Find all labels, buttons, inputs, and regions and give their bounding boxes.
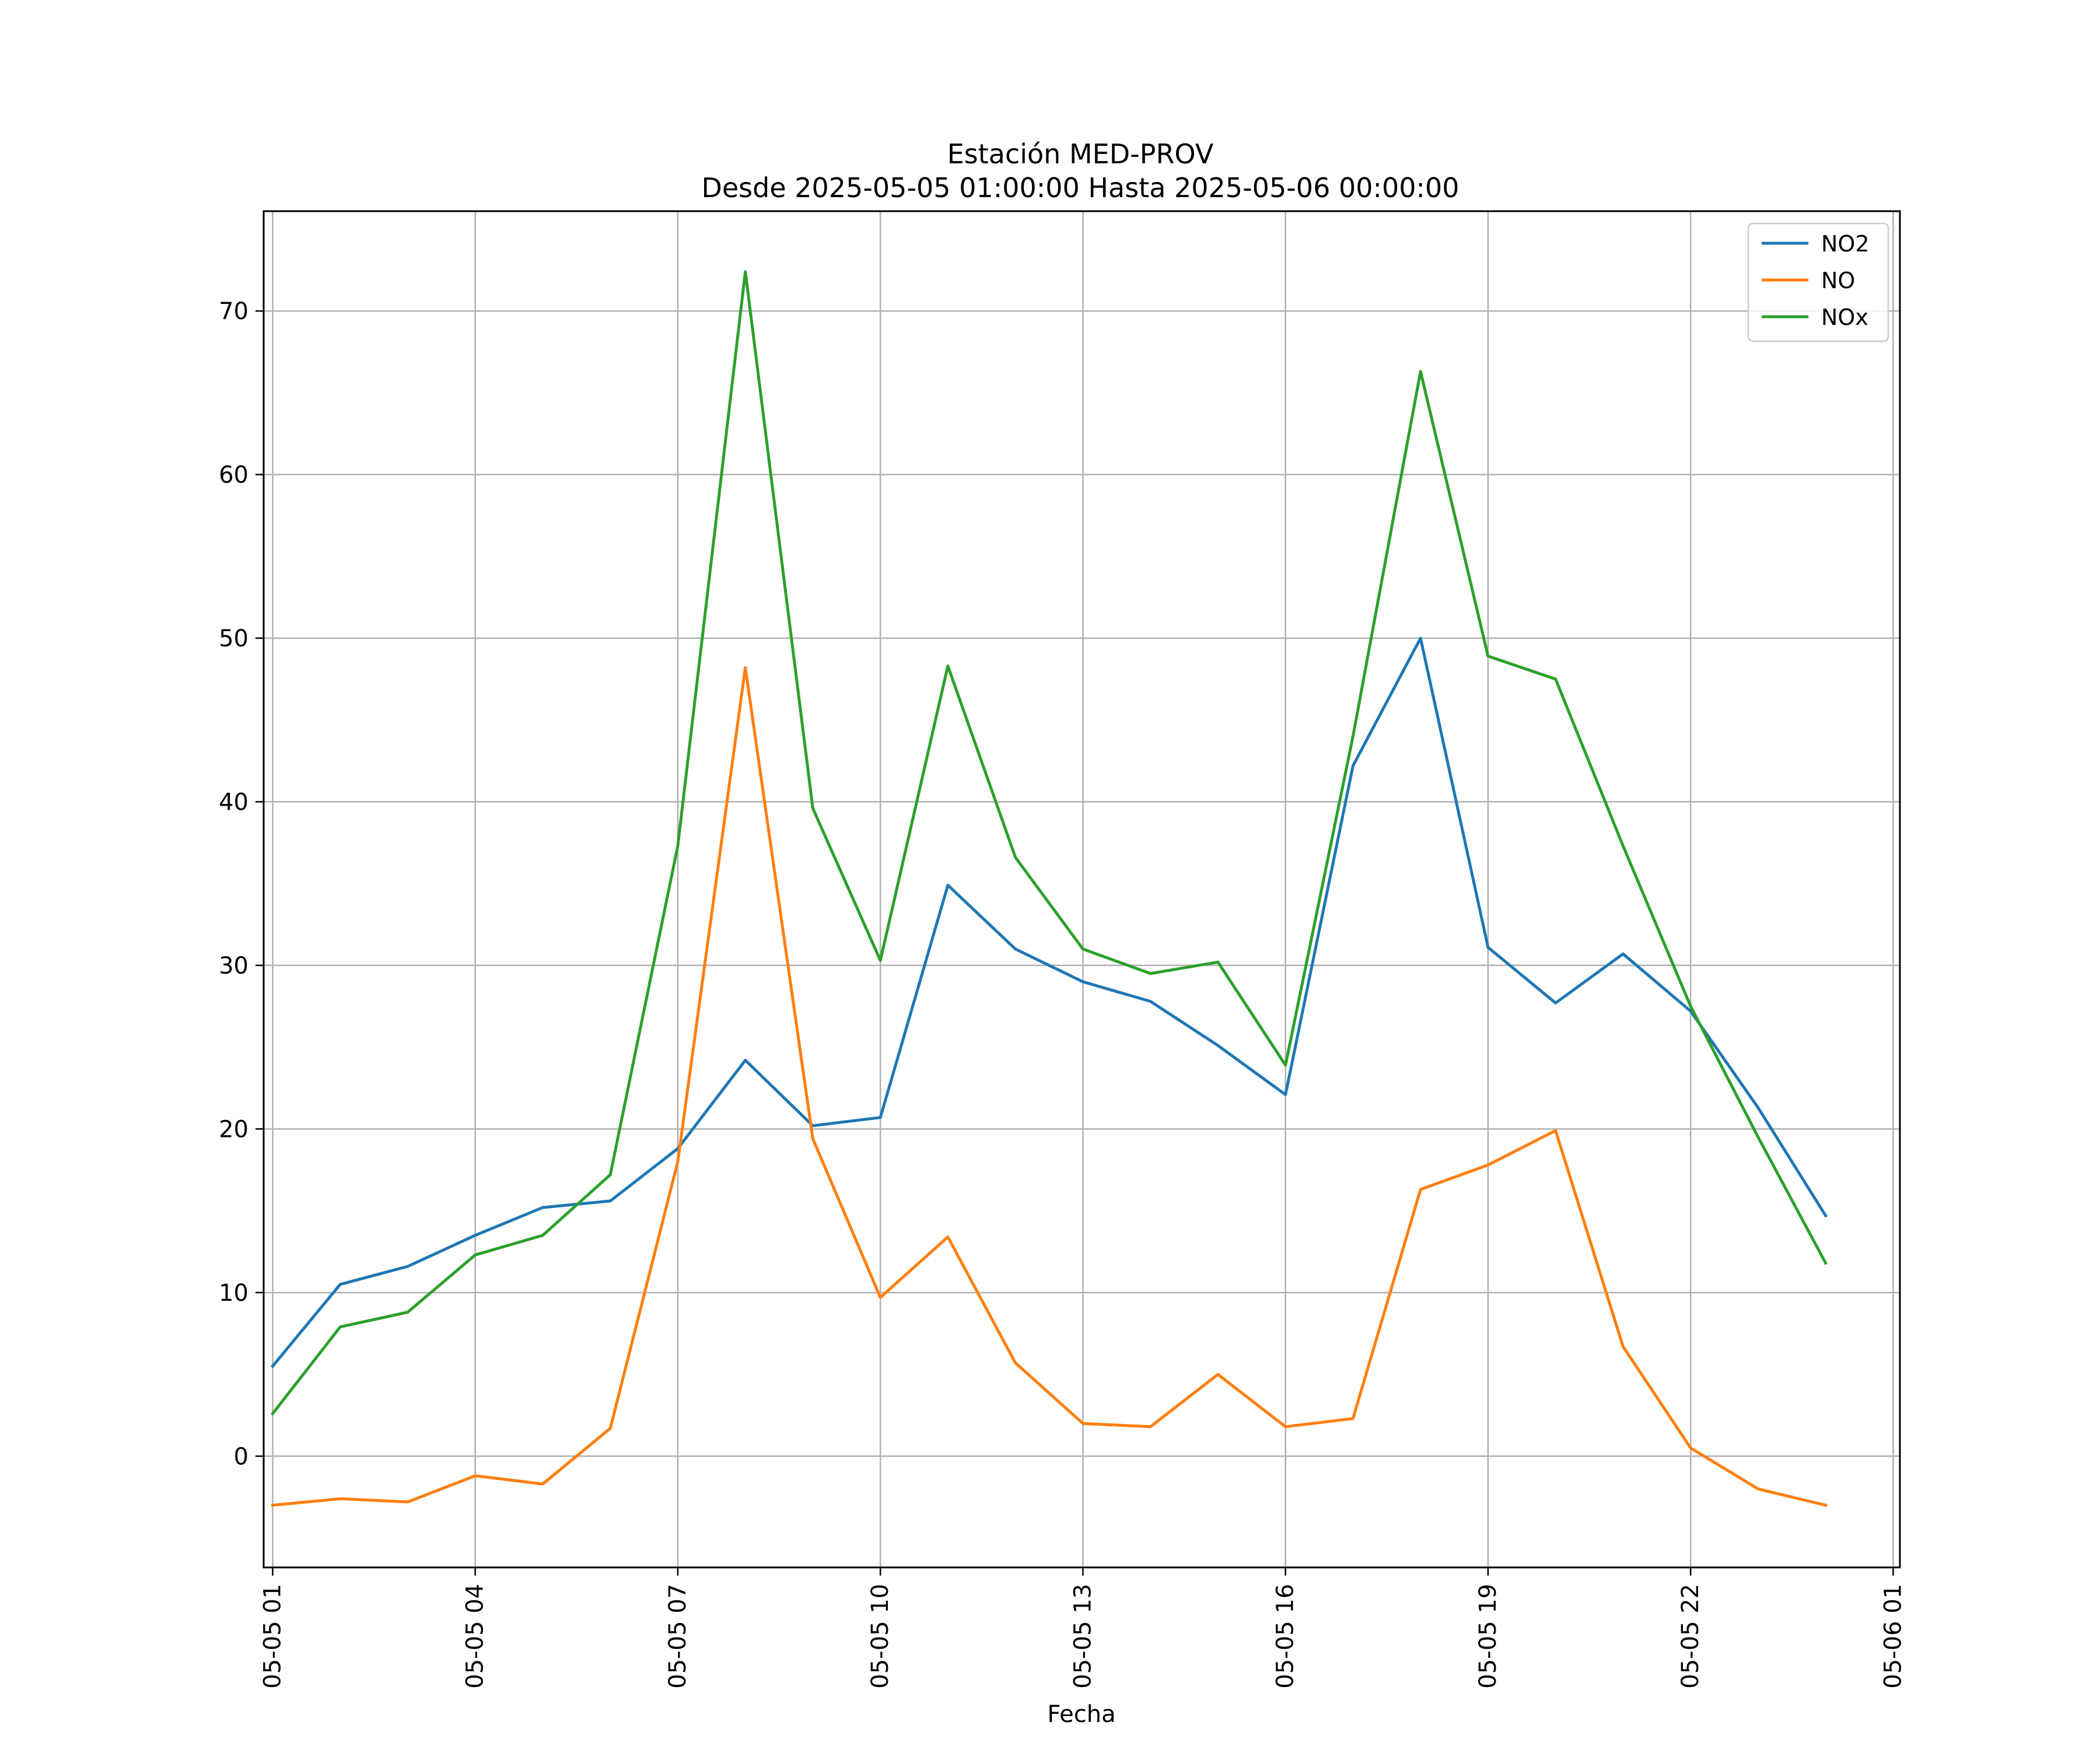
y-tick-label: 40 [219, 789, 249, 816]
x-tick-label: 05-05 07 [664, 1584, 691, 1689]
legend-label-no2: NO2 [1821, 231, 1870, 257]
chart-subtitle: Desde 2025-05-05 01:00:00 Hasta 2025-05-… [701, 172, 1459, 204]
y-tick-label: 50 [219, 625, 249, 652]
y-tick-label: 30 [219, 953, 249, 979]
y-tick-label: 0 [234, 1443, 249, 1470]
series-line-nox [270, 270, 1828, 1416]
series-lines [270, 270, 1828, 1507]
chart-title: Estación MED-PROV [947, 138, 1214, 170]
x-tick-label: 05-05 22 [1677, 1584, 1704, 1689]
y-tick-label: 70 [219, 298, 249, 325]
y-tick-label: 60 [219, 462, 249, 489]
y-tick-label: 10 [219, 1280, 249, 1307]
x-tick-label: 05-05 04 [462, 1584, 489, 1689]
grid-lines [264, 211, 1900, 1567]
plot-area-frame [262, 210, 1901, 1569]
axis-ticks: 05-05 01 05-05 04 05-05 07 05-05 10 05-05 13… [219, 298, 1906, 1689]
x-axis-label: Fecha [1047, 1701, 1115, 1728]
series-line-no2 [270, 636, 1828, 1368]
x-tick-label: 05-05 10 [867, 1584, 894, 1689]
x-tick-label: 05-06 01 [1880, 1584, 1906, 1689]
x-tick-label: 05-05 13 [1069, 1584, 1096, 1689]
x-tick-label: 05-05 16 [1272, 1584, 1299, 1689]
legend-label-nox: NOx [1821, 304, 1868, 330]
x-tick-label: 05-05 01 [259, 1584, 286, 1689]
legend: NO2 NO NOx [1747, 222, 1889, 342]
x-tick-label: 05-05 19 [1475, 1584, 1502, 1689]
legend-label-no: NO [1821, 268, 1855, 293]
legend-box [1747, 222, 1889, 342]
series-line-no [271, 666, 1828, 1507]
y-tick-label: 20 [219, 1116, 249, 1143]
